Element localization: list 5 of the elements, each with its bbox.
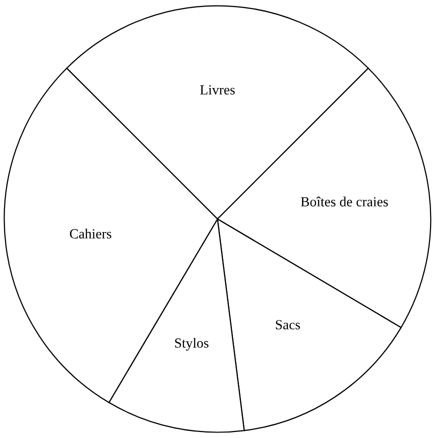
- slice-label: Cahiers: [70, 228, 112, 239]
- slice-label: Livres: [200, 85, 235, 95]
- slice-label: Sacs: [276, 320, 300, 330]
- slice-label: Boîtes de craies: [300, 196, 388, 206]
- slice-label: Stylos: [175, 338, 208, 351]
